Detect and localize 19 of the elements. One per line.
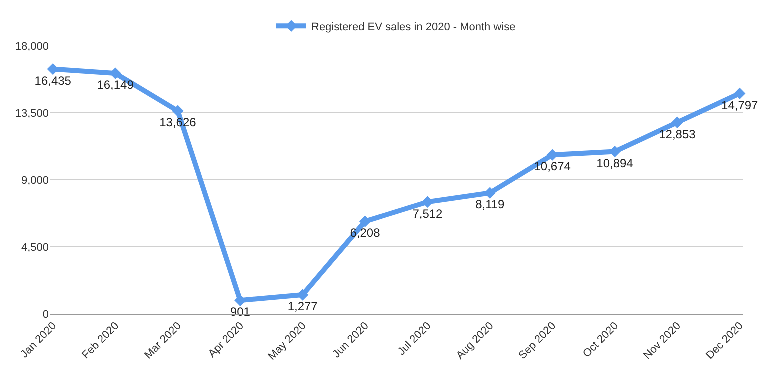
point	[172, 105, 184, 117]
data-label: 8,119	[476, 198, 506, 212]
legend-label: Registered EV sales in 2020 - Month wise	[312, 21, 516, 34]
point	[359, 216, 372, 228]
y-tick-label: 18,000	[15, 40, 49, 53]
y-tick-label: 4,500	[21, 242, 49, 254]
data-label: 7,512	[412, 206, 444, 221]
data-label: 16,435	[34, 74, 72, 88]
data-label: 14,797	[722, 98, 759, 112]
data-label: 10,894	[596, 156, 634, 170]
data-label: 12,853	[659, 127, 696, 142]
point	[734, 88, 746, 100]
data-label: 16,149	[97, 78, 134, 92]
y-tick-label: 13,500	[15, 108, 49, 120]
data-label: 10,674	[534, 160, 572, 174]
y-tick-label: 9,000	[21, 174, 49, 187]
data-label: 1,277	[288, 300, 318, 314]
y-tick-label: 0	[42, 308, 49, 321]
point	[672, 116, 684, 128]
